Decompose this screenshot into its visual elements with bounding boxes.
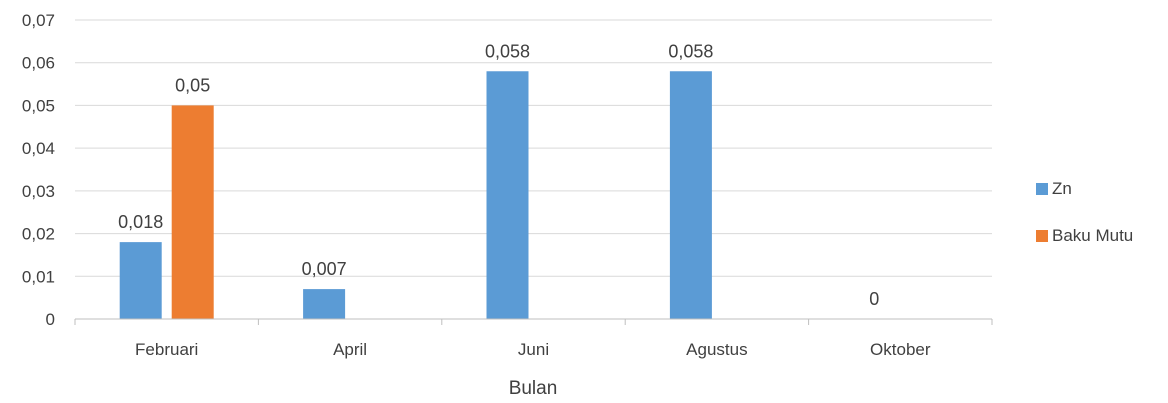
bars	[119, 71, 712, 319]
bar	[119, 242, 162, 319]
y-tick-label: 0,02	[22, 225, 55, 244]
gridlines	[75, 19, 992, 277]
x-axis: Februari April Juni Agustus Oktober	[74, 318, 993, 359]
x-tick-label: Februari	[135, 340, 198, 359]
data-label: 0	[869, 289, 879, 309]
legend-swatch	[1036, 230, 1048, 242]
data-label: 0,058	[668, 41, 713, 61]
y-tick-label: 0,03	[22, 182, 55, 201]
x-tick-label: Agustus	[686, 340, 747, 359]
legend: Zn Baku Mutu	[1036, 179, 1133, 245]
x-axis-title: Bulan	[509, 378, 558, 399]
data-label: 0,018	[118, 212, 163, 232]
x-tick-label: Juni	[518, 340, 549, 359]
y-tick-label: 0,04	[22, 139, 55, 158]
x-tick-label: Oktober	[870, 340, 931, 359]
y-tick-label: 0,07	[22, 11, 55, 30]
x-tick-label: April	[333, 340, 367, 359]
data-label: 0,058	[485, 41, 530, 61]
legend-swatch	[1036, 183, 1048, 195]
y-tick-label: 0,06	[22, 54, 55, 73]
bar	[486, 71, 529, 319]
data-label: 0,05	[175, 75, 210, 95]
y-axis-ticks: 0 0,01 0,02 0,03 0,04 0,05 0,06 0,07	[22, 11, 55, 329]
bar	[171, 105, 214, 319]
data-label: 0,007	[302, 259, 347, 279]
y-tick-label: 0,05	[22, 96, 55, 115]
data-labels: 0,018 0,007 0,058 0,058 0 0,05	[118, 41, 879, 309]
legend-label: Baku Mutu	[1052, 226, 1133, 245]
legend-label: Zn	[1052, 179, 1072, 198]
bar	[669, 71, 712, 319]
bar	[303, 289, 346, 319]
y-tick-label: 0	[46, 310, 55, 329]
y-tick-label: 0,01	[22, 267, 55, 286]
